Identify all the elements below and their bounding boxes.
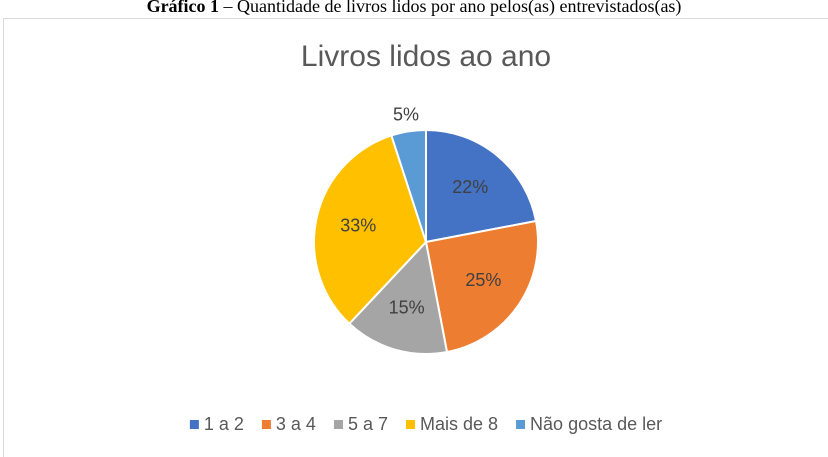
data-label: 25% (465, 270, 501, 290)
pie-slice (313, 134, 428, 326)
data-label: 15% (389, 297, 425, 317)
pie-slice (347, 239, 449, 355)
data-label: 5% (393, 104, 419, 124)
figure-caption: Gráfico 1 – Quantidade de livros lidos p… (147, 0, 682, 17)
legend-swatch (406, 420, 415, 429)
legend-label: 1 a 2 (204, 414, 244, 434)
legend-swatch (516, 420, 526, 429)
legend-label: Mais de 8 (420, 414, 498, 434)
legend-swatch (333, 420, 343, 429)
data-label: 22% (452, 177, 488, 197)
legend-swatch (189, 420, 199, 429)
legend-label: 3 a 4 (276, 414, 316, 434)
legend-label: Não gosta de ler (530, 414, 662, 434)
caption-label: Gráfico 1 (147, 0, 219, 16)
pie-slice (390, 128, 427, 243)
pie-slice (424, 219, 539, 354)
caption-text: – Quantidade de livros lidos por ano pel… (223, 0, 682, 17)
chart-title: Livros lidos ao ano (301, 40, 551, 73)
legend-label: 5 a 7 (348, 414, 388, 434)
legend-swatch (261, 420, 271, 429)
pie-slice (425, 128, 538, 244)
data-label: 33% (340, 216, 376, 236)
